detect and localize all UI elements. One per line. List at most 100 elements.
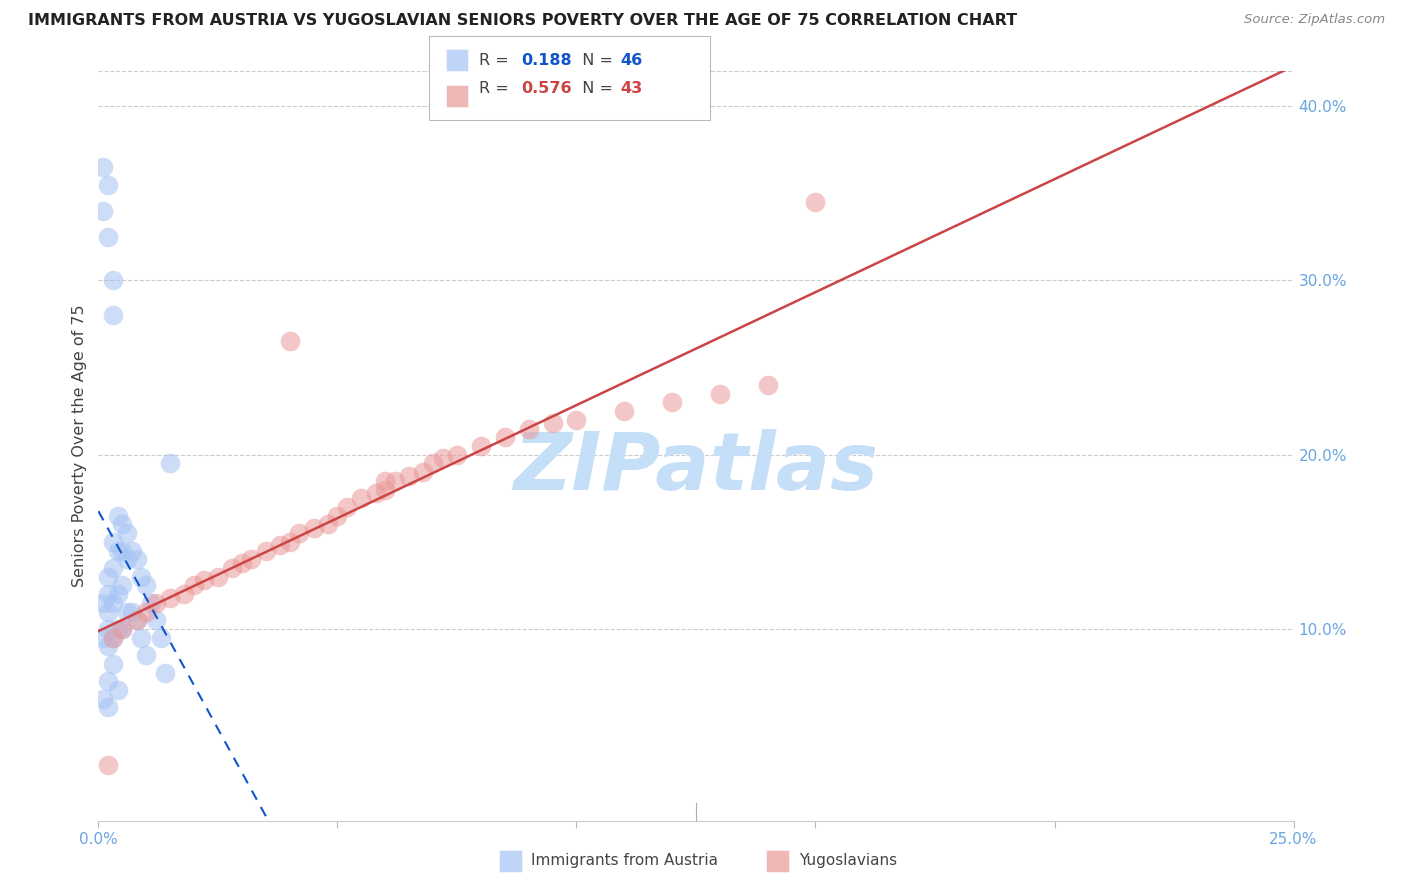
Point [159,457,181,471]
Point [470,439,492,453]
Point [145,613,167,627]
Point [111,622,134,636]
Point [101,561,124,575]
Point [111,578,134,592]
Point [135,605,157,619]
Point [288,526,311,541]
Text: 43: 43 [620,81,643,96]
Point [254,543,277,558]
Point [107,543,129,558]
Point [139,596,162,610]
Point [115,605,138,619]
Point [115,552,138,566]
Y-axis label: Seniors Poverty Over the Age of 75: Seniors Poverty Over the Age of 75 [72,305,87,587]
Text: 46: 46 [620,53,643,68]
Text: N =: N = [572,81,619,96]
Point [131,631,153,645]
Point [336,500,359,514]
Point [278,534,301,549]
Point [107,587,129,601]
Point [107,508,129,523]
Point [125,552,148,566]
Point [159,591,181,605]
Point [446,448,468,462]
Text: 0.188: 0.188 [522,53,572,68]
Text: 0.576: 0.576 [522,81,572,96]
Text: IMMIGRANTS FROM AUSTRIA VS YUGOSLAVIAN SENIORS POVERTY OVER THE AGE OF 75 CORREL: IMMIGRANTS FROM AUSTRIA VS YUGOSLAVIAN S… [28,13,1018,29]
Text: Source: ZipAtlas.com: Source: ZipAtlas.com [1244,13,1385,27]
Point [97,178,120,192]
Point [709,386,731,401]
Point [149,631,172,645]
Text: R =: R = [479,81,515,96]
Point [111,543,134,558]
Point [125,613,148,627]
Point [91,631,114,645]
Point [125,613,148,627]
Text: ZIPatlas: ZIPatlas [513,429,879,508]
Point [269,538,291,552]
Text: R =: R = [479,53,515,68]
Point [412,465,434,479]
Point [494,430,516,444]
Point [97,605,120,619]
Point [756,378,779,392]
Point [422,457,444,471]
Point [316,517,339,532]
Point [804,195,827,210]
Point [384,474,406,488]
Point [97,640,120,654]
Point [231,556,253,570]
Point [326,508,349,523]
Point [97,700,120,714]
Point [101,308,124,322]
Point [302,521,325,535]
Point [97,757,120,772]
Point [91,160,114,174]
Point [183,578,205,592]
Point [101,534,124,549]
Point [155,665,177,680]
Point [107,682,129,697]
Point [374,474,396,488]
Point [613,404,636,418]
Point [91,596,114,610]
Point [91,203,114,218]
Point [97,587,120,601]
Point [101,631,124,645]
Point [97,230,120,244]
Point [97,622,120,636]
Point [517,421,540,435]
Point [111,622,134,636]
Point [661,395,683,409]
Point [121,605,143,619]
Point [398,468,420,483]
Point [207,570,229,584]
Point [541,417,564,431]
Point [135,648,157,662]
Point [350,491,373,506]
Point [115,526,138,541]
Point [91,691,114,706]
Point [101,273,124,287]
Point [121,543,143,558]
Point [278,334,301,349]
Point [173,587,195,601]
Text: Yugoslavians: Yugoslavians [799,853,897,868]
Point [97,674,120,689]
Point [221,561,243,575]
Point [107,622,129,636]
Point [131,570,153,584]
Point [565,413,588,427]
Text: N =: N = [572,53,619,68]
Point [193,573,215,587]
Point [97,570,120,584]
Point [111,517,134,532]
Point [240,552,263,566]
Point [364,486,387,500]
Point [101,596,124,610]
Point [101,631,124,645]
Point [145,596,167,610]
Text: Immigrants from Austria: Immigrants from Austria [531,853,718,868]
Point [432,451,454,466]
